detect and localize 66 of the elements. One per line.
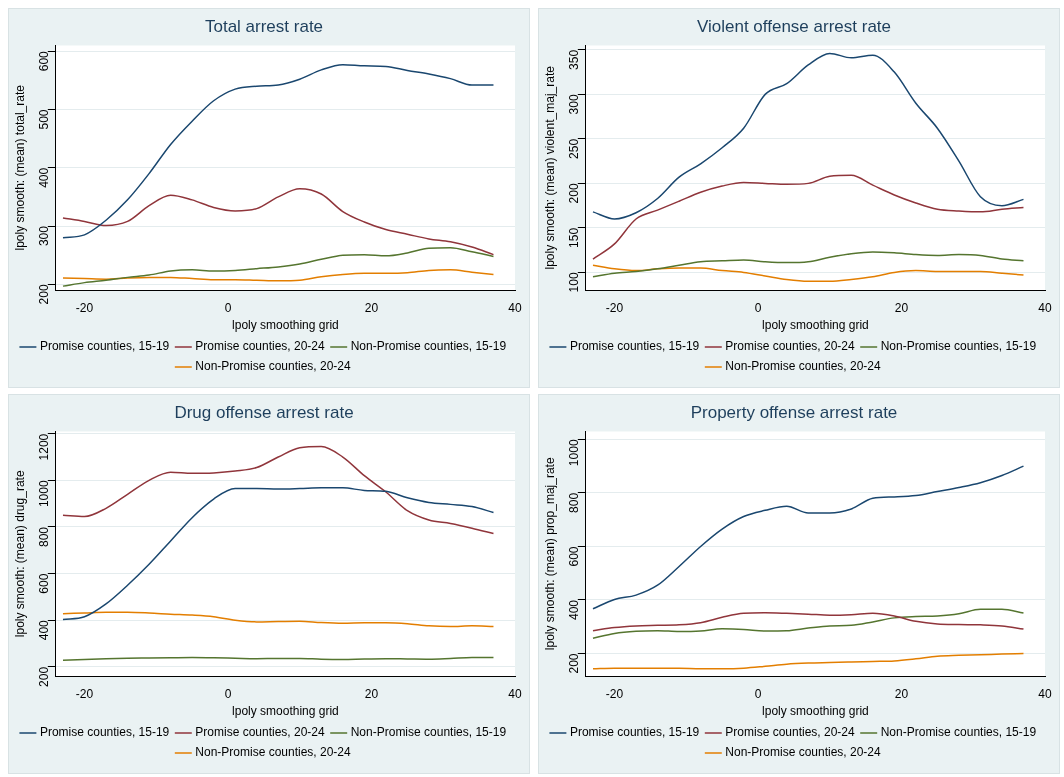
- x-tick-label: 20: [894, 686, 909, 701]
- legend-label: Non-Promise counties, 15-19: [350, 339, 507, 354]
- y-tick-label: 200: [567, 653, 582, 674]
- x-tick-label: 0: [224, 300, 232, 315]
- chart-title: Violent offense arrest rate: [696, 16, 892, 36]
- legend-label: Non-Promise counties, 20-24: [195, 359, 352, 374]
- y-tick-label: 200: [37, 666, 52, 687]
- y-tick-label: 800: [567, 492, 582, 513]
- y-axis-title: lpoly smooth: (mean) prop_maj_rate: [542, 457, 557, 651]
- legend-label: Promise counties, 20-24: [195, 725, 326, 740]
- x-tick-label: 40: [1038, 300, 1052, 315]
- x-tick-label: -20: [605, 300, 624, 315]
- legend-label: Non-Promise counties, 15-19: [880, 725, 1037, 740]
- y-tick-label: 1200: [37, 433, 52, 461]
- legend-label: Non-Promise counties, 15-19: [350, 725, 507, 740]
- x-axis-title: lpoly smoothing grid: [762, 704, 869, 719]
- x-tick-label: -20: [605, 686, 624, 701]
- y-tick-label: 400: [37, 619, 52, 641]
- legend-label: Promise counties, 15-19: [569, 339, 700, 354]
- x-tick-label: 0: [754, 300, 762, 315]
- y-tick-label: 600: [37, 573, 52, 594]
- legend-label: Non-Promise counties, 20-24: [725, 745, 882, 760]
- legend-label: Promise counties, 20-24: [195, 339, 326, 354]
- y-tick-label: 200: [567, 183, 582, 204]
- y-tick-label: 400: [37, 167, 52, 188]
- x-axis-title: lpoly smoothing grid: [232, 704, 339, 719]
- x-axis-title: lpoly smoothing grid: [762, 318, 869, 333]
- y-axis-title: lpoly smooth: (mean) drug_rate: [12, 470, 27, 638]
- legend-label: Non-Promise counties, 20-24: [725, 359, 882, 374]
- chart-title: Drug offense arrest rate: [174, 402, 354, 422]
- y-tick-label: 150: [567, 227, 582, 248]
- y-tick-label: 200: [37, 284, 52, 305]
- y-tick-label: 1000: [567, 439, 582, 467]
- legend-label: Non-Promise counties, 15-19: [880, 339, 1037, 354]
- y-axis-title: lpoly smooth: (mean) violent_maj_rate: [542, 65, 557, 270]
- x-tick-label: 0: [754, 686, 762, 701]
- x-tick-label: 0: [224, 686, 232, 701]
- x-tick-label: -20: [75, 686, 94, 701]
- y-tick-label: 300: [37, 225, 52, 247]
- y-tick-label: 500: [37, 109, 52, 130]
- x-tick-label: -20: [75, 300, 94, 315]
- legend-label: Promise counties, 15-19: [569, 725, 700, 740]
- x-tick-label: 40: [508, 300, 522, 315]
- y-tick-label: 600: [37, 50, 52, 72]
- y-tick-label: 1000: [37, 480, 52, 508]
- y-axis-title: lpoly smooth: (mean) total_rate: [12, 84, 27, 251]
- legend-label: Promise counties, 20-24: [725, 339, 856, 354]
- y-tick-label: 800: [37, 526, 52, 548]
- y-tick-label: 400: [567, 599, 582, 620]
- x-axis-title: lpoly smoothing grid: [232, 318, 339, 333]
- y-tick-label: 600: [567, 546, 582, 567]
- y-tick-label: 100: [567, 272, 582, 293]
- x-tick-label: 20: [894, 300, 909, 315]
- legend-label: Promise counties, 15-19: [39, 725, 170, 740]
- legend-label: Promise counties, 15-19: [39, 339, 170, 354]
- legend-label: Non-Promise counties, 20-24: [195, 745, 352, 760]
- legend-label: Promise counties, 20-24: [725, 725, 856, 740]
- chart-title: Property offense arrest rate: [690, 402, 898, 422]
- x-tick-label: 20: [364, 300, 379, 315]
- y-tick-label: 300: [567, 94, 582, 115]
- y-tick-label: 350: [567, 49, 582, 70]
- y-tick-label: 250: [567, 138, 582, 159]
- x-tick-label: 20: [364, 686, 379, 701]
- chart-title: Total arrest rate: [204, 16, 324, 36]
- x-tick-label: 40: [508, 686, 522, 701]
- x-tick-label: 40: [1038, 686, 1052, 701]
